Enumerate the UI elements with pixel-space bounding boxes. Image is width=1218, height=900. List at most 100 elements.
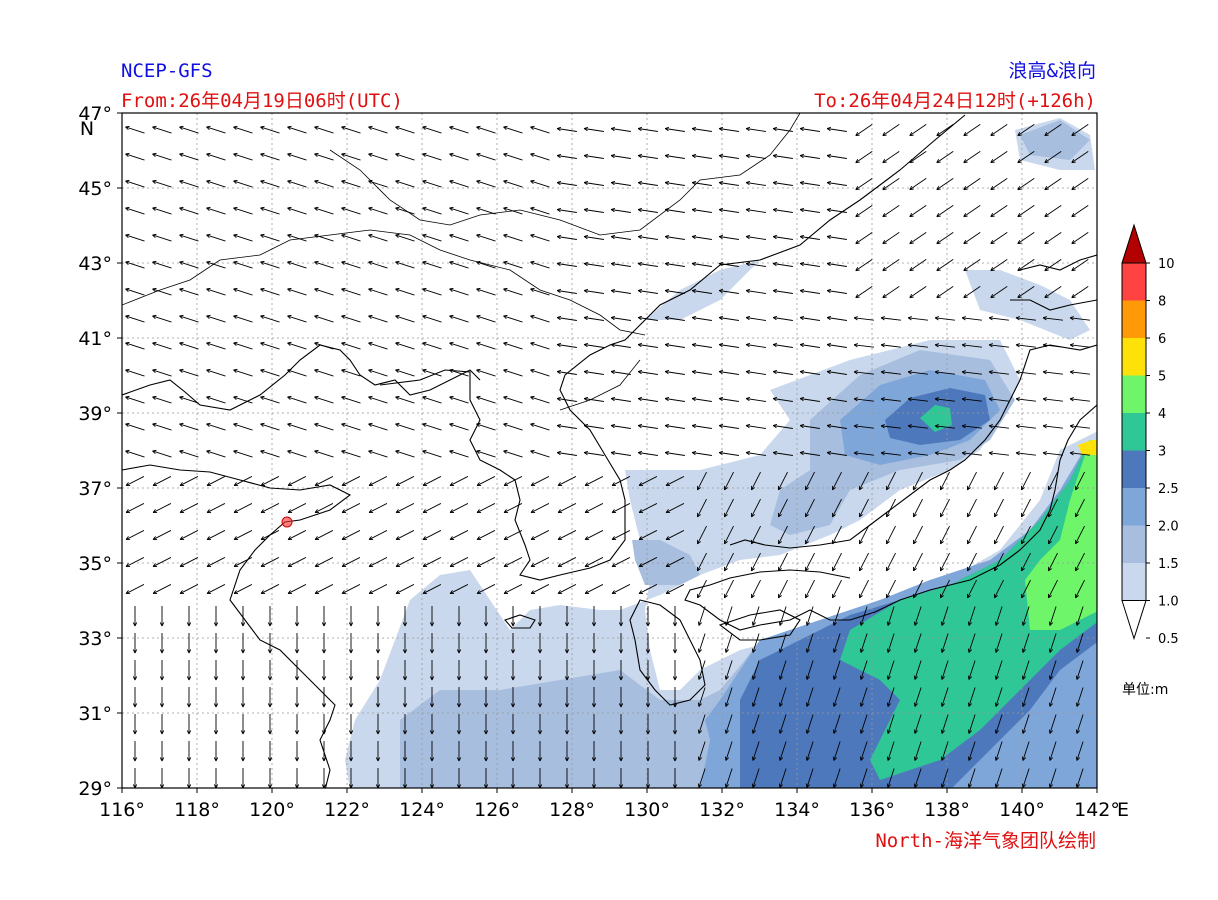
lat-unit-label: N xyxy=(80,118,94,140)
wave-arrow xyxy=(564,606,570,627)
wave-arrow xyxy=(880,370,901,375)
wave-arrow xyxy=(375,741,381,762)
wave-arrow xyxy=(664,450,685,456)
wave-arrow xyxy=(799,369,820,375)
wave-arrow xyxy=(697,579,707,599)
wave-arrow xyxy=(940,552,950,572)
lon-tick-label: 130° xyxy=(624,799,670,821)
wave-arrow xyxy=(1021,660,1030,680)
wave-arrow xyxy=(449,179,469,188)
wave-arrow xyxy=(1044,231,1062,245)
wave-arrow xyxy=(638,584,658,594)
wave-arrow xyxy=(936,123,954,137)
wave-arrow xyxy=(934,397,955,402)
wave-arrow xyxy=(395,530,415,540)
wave-arrow xyxy=(152,179,172,188)
wave-arrow xyxy=(672,660,678,681)
wave-arrow xyxy=(1069,370,1090,375)
wave-arrow xyxy=(483,633,489,654)
wave-arrow xyxy=(449,233,469,242)
wave-arrow xyxy=(233,260,253,269)
lon-tick-label: 128° xyxy=(549,799,595,821)
wave-arrow xyxy=(267,741,273,762)
wave-arrow xyxy=(718,423,739,429)
wave-arrow xyxy=(132,741,138,762)
wave-arrow xyxy=(751,768,760,788)
wave-arrow xyxy=(886,498,896,518)
wave-arrow xyxy=(125,476,145,486)
lat-tick-label: 29° xyxy=(78,778,112,800)
wave-arrow xyxy=(341,179,361,188)
wave-arrow xyxy=(909,177,927,191)
wave-arrow xyxy=(665,530,685,540)
wave-arrow xyxy=(832,687,841,707)
wave-arrow xyxy=(1017,231,1035,245)
wave-arrow xyxy=(422,179,442,188)
wave-arrow xyxy=(429,606,435,627)
colorbar-level-label: 3 xyxy=(1158,445,1166,460)
wave-arrow xyxy=(745,234,766,240)
wave-arrow xyxy=(859,633,868,653)
wave-arrow xyxy=(778,768,787,788)
wave-arrow xyxy=(913,714,922,734)
wave-arrow xyxy=(348,741,354,762)
wave-arrow xyxy=(395,314,415,323)
lon-tick-label: 134° xyxy=(774,799,820,821)
wave-arrow xyxy=(1075,606,1084,626)
wave-arrow xyxy=(645,633,651,654)
wave-arrow xyxy=(422,206,442,215)
wave-arrow xyxy=(778,606,787,626)
wave-arrow xyxy=(422,152,442,161)
wave-arrow xyxy=(476,422,496,431)
wave-arrow xyxy=(672,714,678,735)
wave-arrow xyxy=(503,584,523,594)
wave-arrow xyxy=(341,449,361,458)
wave-arrow xyxy=(611,584,631,594)
wave-arrow xyxy=(260,557,280,567)
wave-arrow xyxy=(778,714,787,734)
wave-arrow xyxy=(368,314,388,323)
wave-arrow xyxy=(1015,451,1036,456)
wave-arrow xyxy=(855,150,873,164)
wave-arrow xyxy=(206,260,226,269)
wave-arrow xyxy=(691,153,712,159)
wave-arrow xyxy=(886,606,895,626)
wave-zone-1.5-b xyxy=(632,540,700,585)
wave-arrow xyxy=(934,370,955,375)
wave-arrow xyxy=(724,741,733,761)
wave-arrow xyxy=(583,315,604,321)
wave-arrow xyxy=(503,422,523,431)
wave-arrow xyxy=(510,768,516,788)
wave-arrow xyxy=(503,395,523,404)
wave-zone-1.5-c xyxy=(1020,120,1090,160)
wave-arrow xyxy=(913,687,922,707)
wave-arrow xyxy=(260,449,280,458)
wave-arrow xyxy=(1048,660,1057,680)
wave-arrow xyxy=(645,714,651,735)
wave-arrow xyxy=(1042,451,1063,456)
wave-arrow xyxy=(152,395,172,404)
wave-arrow xyxy=(341,557,361,567)
wave-arrow xyxy=(672,768,678,788)
wave-arrow xyxy=(805,579,815,599)
wave-arrow xyxy=(1042,316,1063,321)
wave-arrow xyxy=(1071,204,1089,218)
wave-arrow xyxy=(745,369,766,375)
wave-arrow xyxy=(125,152,145,161)
wave-arrow xyxy=(375,714,381,735)
wave-arrow xyxy=(584,584,604,594)
wave-arrow xyxy=(1015,397,1036,402)
wave-arrow xyxy=(882,231,900,245)
wave-arrow xyxy=(832,714,841,734)
wave-arrow xyxy=(395,233,415,242)
lon-tick-label: 136° xyxy=(849,799,895,821)
wave-arrow xyxy=(990,150,1008,164)
wave-arrow xyxy=(886,768,895,788)
wave-arrow xyxy=(591,633,597,654)
wave-arrow xyxy=(564,660,570,681)
wave-arrow xyxy=(152,233,172,242)
wave-arrow xyxy=(886,633,895,653)
wave-arrow xyxy=(855,258,873,272)
wave-arrow xyxy=(697,714,706,734)
